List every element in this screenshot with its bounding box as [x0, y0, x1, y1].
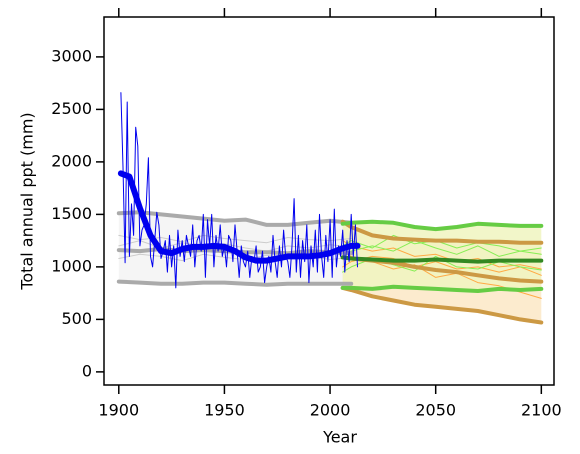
x-tick-label: 1950 [204, 401, 245, 420]
y-tick-label: 2500 [51, 99, 92, 118]
ensemble-member [118, 234, 352, 244]
y-tick-label: 2000 [51, 151, 92, 170]
y-tick-label: 1500 [51, 204, 92, 223]
y-tick-label: 500 [61, 309, 92, 328]
ensemble-upper [340, 219, 544, 232]
y-tick-label: 3000 [51, 46, 92, 65]
plot-frame [103, 16, 555, 386]
ensemble-lower [116, 279, 354, 287]
observed-smooth [117, 170, 361, 264]
ensemble-median [340, 255, 544, 264]
ensemble-member [342, 240, 542, 257]
ensemble-member [342, 240, 542, 270]
y-tick-label: 0 [82, 361, 92, 380]
ensemble-lower [340, 284, 544, 293]
x-tick-label: 2000 [310, 401, 351, 420]
ensemble-upper [340, 219, 544, 245]
x-tick-label: 2050 [415, 401, 456, 420]
x-tick-label: 2100 [521, 401, 562, 420]
ensemble-lower [340, 285, 544, 325]
y-tick-label: 1000 [51, 256, 92, 275]
y-axis-label: Total annual ppt (mm) [18, 112, 37, 290]
x-tick-label: 1900 [98, 401, 139, 420]
x-axis-label: Year [322, 428, 357, 447]
